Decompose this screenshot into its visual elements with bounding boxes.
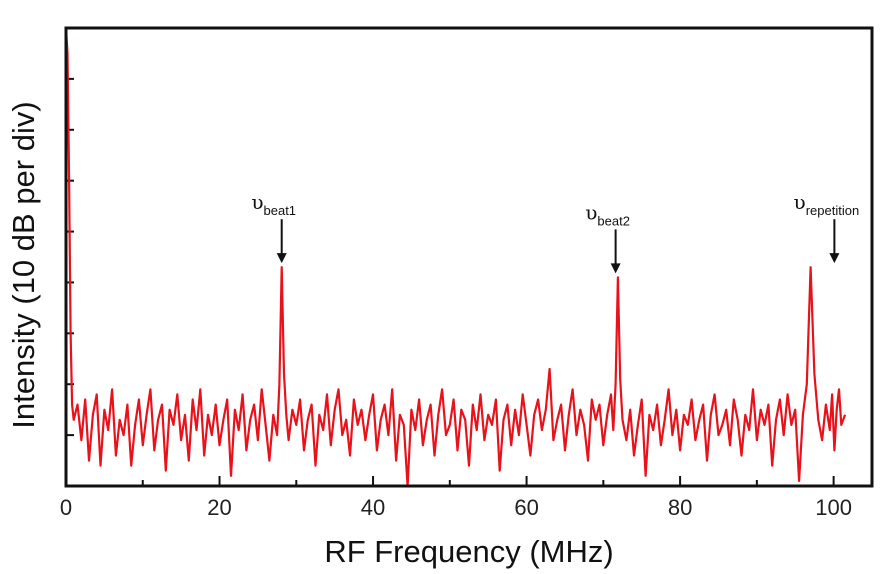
x-axis-title: RF Frequency (MHz) [324,534,613,569]
rf-spectrum-series [64,27,847,488]
peak-annotation-beat2: υbeat2 [585,200,630,274]
annotation-label: υrepetition [794,190,860,218]
arrow-head-icon [610,263,621,274]
peak-annotations: υbeat1 υbeat2 υrepetition [251,190,860,274]
x-tick-label: 60 [514,495,538,520]
x-tick-label: 40 [361,495,385,520]
x-tick-label: 100 [815,495,852,520]
arrow-head-icon [276,253,287,264]
annotation-label: υbeat2 [585,200,630,228]
y-axis-title: Intensity (10 dB per div) [6,101,41,428]
peak-annotation-repetition: υrepetition [794,190,860,264]
x-tick-label: 20 [207,495,231,520]
x-tick-label: 80 [668,495,692,520]
arrow-head-icon [829,253,840,264]
annotation-label: υbeat1 [251,190,296,218]
x-tick-label: 0 [60,495,72,520]
plot-frame [64,26,874,488]
x-tick-labels: 0 20 40 60 80 100 [60,495,852,520]
peak-annotation-beat1: υbeat1 [251,190,296,264]
